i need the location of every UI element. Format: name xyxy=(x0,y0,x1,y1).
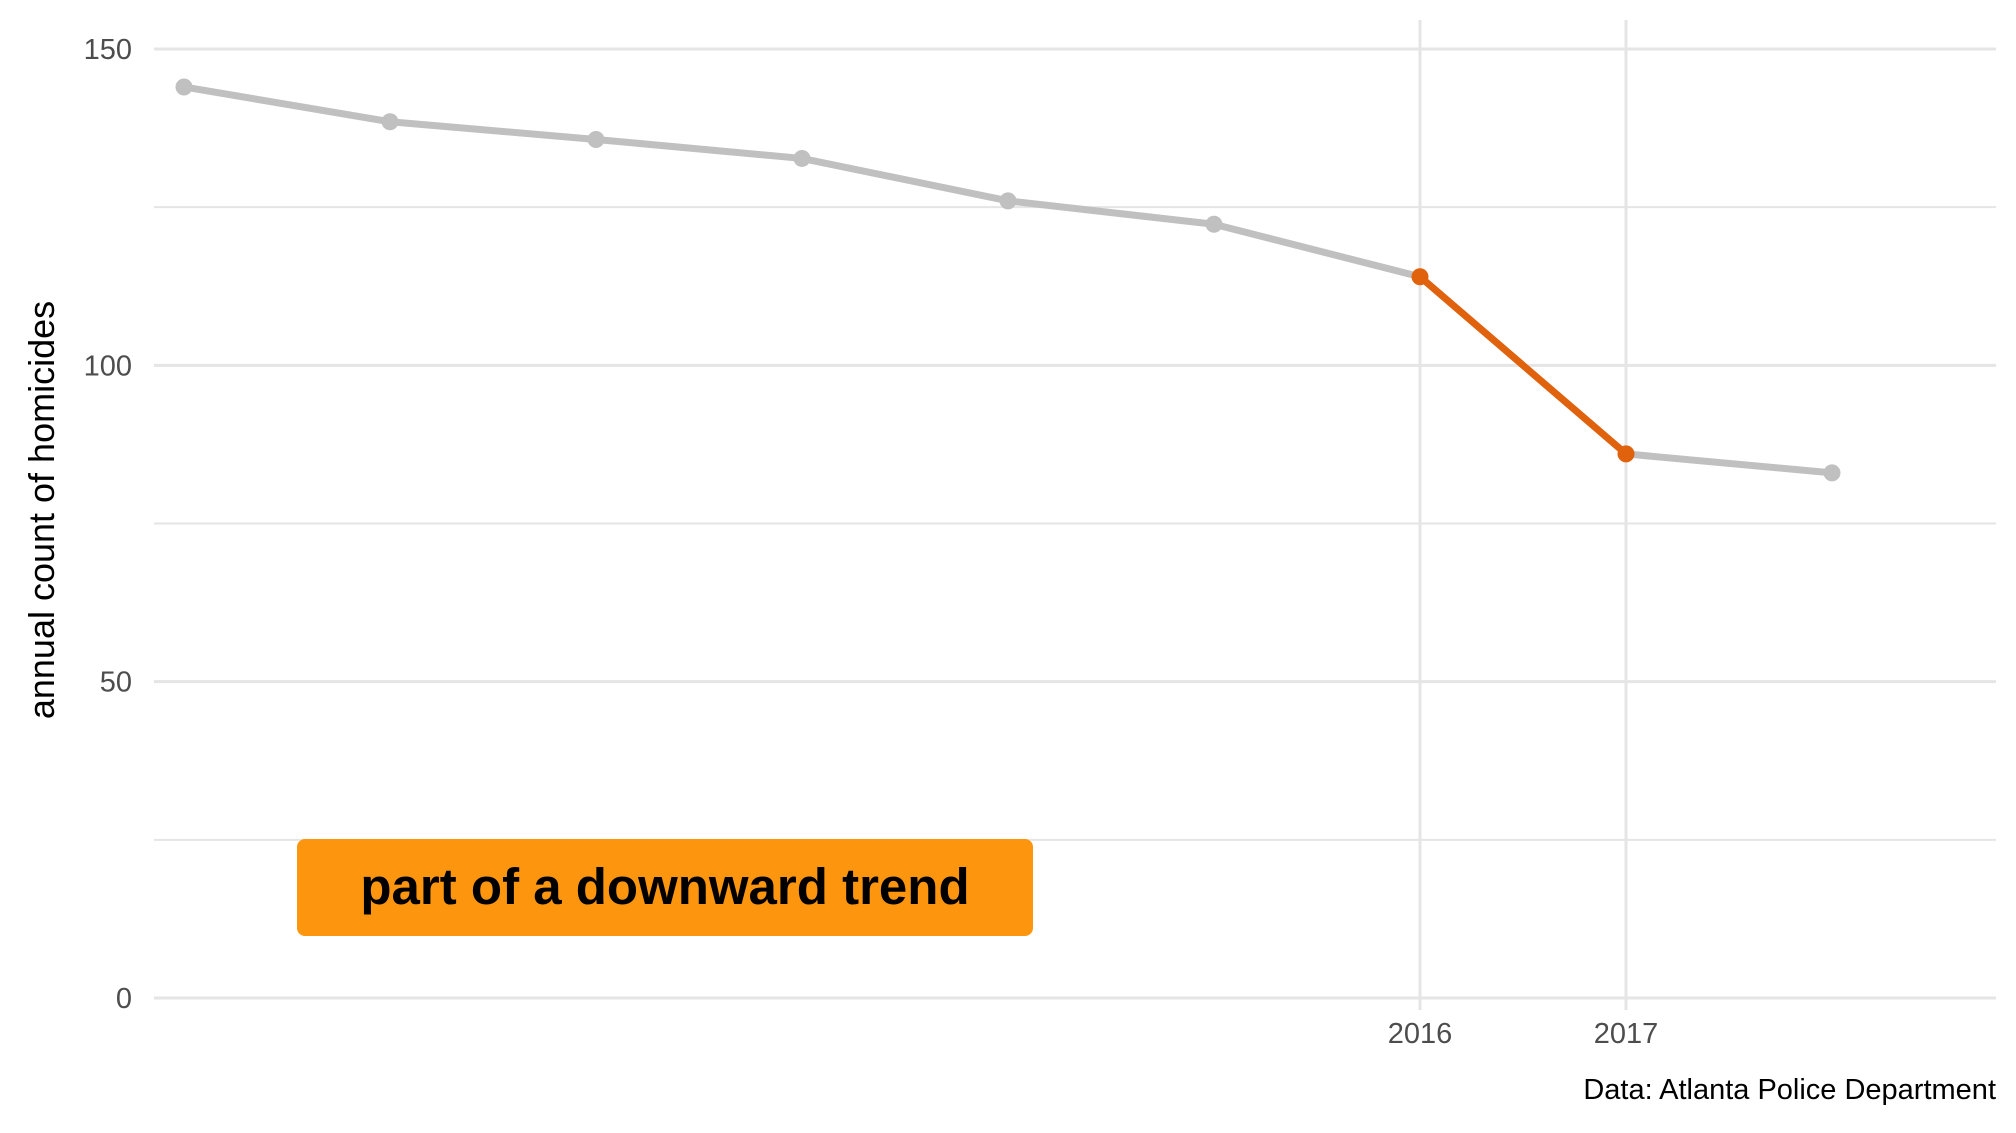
data-point xyxy=(175,78,193,96)
data-point xyxy=(1823,464,1841,482)
annotation-label: part of a downward trend xyxy=(360,858,969,915)
data-point xyxy=(793,149,811,167)
highlight-point xyxy=(1411,268,1429,286)
data-point xyxy=(381,113,399,131)
data-point xyxy=(999,192,1017,210)
series xyxy=(180,83,1836,477)
y-axis-title: annual count of homicides xyxy=(21,301,62,719)
data-point xyxy=(1205,215,1223,233)
highlight-segment xyxy=(1416,273,1630,458)
x-tick-label: 2016 xyxy=(1388,1018,1453,1050)
x-tick-label: 2017 xyxy=(1594,1018,1659,1050)
data-points xyxy=(175,78,1841,482)
data-point xyxy=(587,130,605,148)
y-tick-label: 0 xyxy=(116,983,132,1015)
y-tick-label: 100 xyxy=(84,350,132,382)
highlight-point xyxy=(1617,445,1635,463)
annotation-box xyxy=(297,839,1033,936)
y-tick-label: 50 xyxy=(100,667,132,699)
gridlines xyxy=(154,20,1996,1010)
tick-labels: 0 50 100 150 2016 2017 xyxy=(84,34,1659,1050)
annotation: part of a downward trend xyxy=(297,839,1033,936)
y-tick-label: 150 xyxy=(84,34,132,66)
source-caption: Data: Atlanta Police Department xyxy=(1583,1074,1996,1106)
